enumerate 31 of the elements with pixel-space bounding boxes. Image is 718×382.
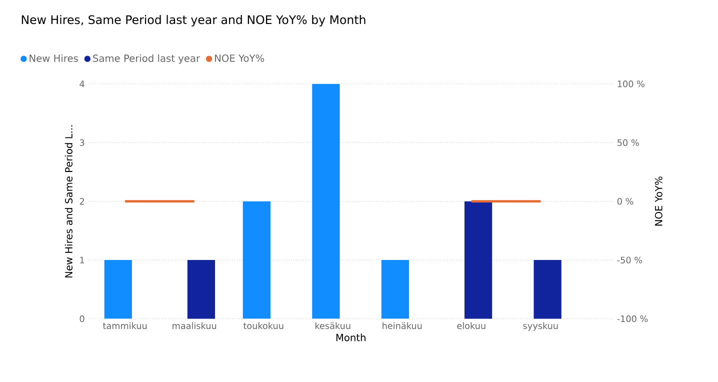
x-tick-label: syyskuu (523, 322, 558, 331)
y2-tick-label: -50 % (617, 256, 642, 264)
legend-label: Same Period last year (93, 54, 200, 64)
chart-title: New Hires, Same Period last year and NOE YoY% by Month (22, 15, 366, 26)
y2-tick-label: 100 % (618, 80, 644, 88)
y2-axis-title: NOE YoY% (654, 176, 662, 226)
x-tick-label: tammikuu (102, 322, 147, 330)
x-axis-title: Month (336, 334, 366, 342)
x-tick-label: kesäkuu (315, 322, 350, 330)
x-tick-label: maaliskuu (172, 322, 216, 330)
bar (464, 201, 492, 319)
y-tick-label: 3 (80, 139, 84, 146)
y2-tick-label: -100 % (617, 315, 648, 322)
bar (104, 260, 132, 319)
y-tick-label: 2 (80, 198, 84, 205)
x-tick-label: toukokuu (243, 322, 284, 330)
y2-tick-label: 0 % (617, 198, 634, 205)
legend-label: New Hires (30, 54, 78, 62)
bar (187, 260, 216, 319)
x-tick-label: elokuu (457, 322, 486, 330)
y-tick-label: 0 (80, 315, 84, 322)
bar (242, 201, 270, 319)
bar (534, 260, 562, 319)
y-tick-label: 4 (80, 80, 84, 88)
x-tick-label: heinäkuu (382, 322, 422, 330)
y-axis-title: New Hires and Same Period L... (64, 125, 72, 278)
bar (381, 260, 410, 319)
y2-tick-label: 50 % (618, 139, 639, 146)
legend-label: NOE YoY% (215, 54, 264, 62)
bar (312, 84, 340, 319)
y-tick-label: 1 (80, 256, 84, 264)
